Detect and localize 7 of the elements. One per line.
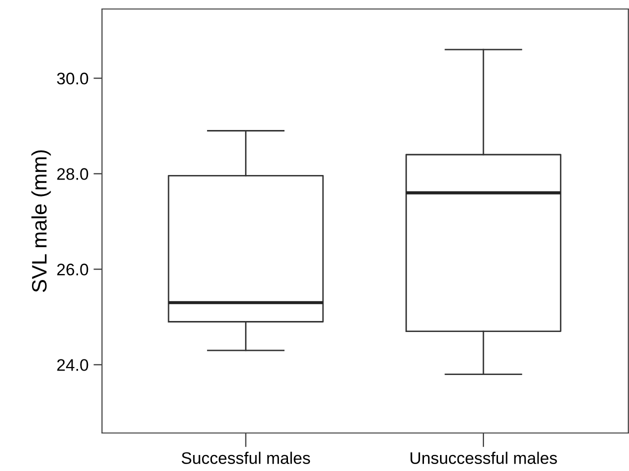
y-tick-label: 30.0	[57, 72, 88, 84]
y-tick-label: 26.0	[57, 264, 88, 276]
x-tick-label: Successful males	[182, 452, 310, 464]
x-tick-label: Unsuccessful males	[410, 452, 557, 464]
y-axis-title: SVL male (mm)	[31, 150, 51, 292]
y-tick-label: 24.0	[57, 359, 88, 371]
y-tick-label: 28.0	[57, 168, 88, 180]
